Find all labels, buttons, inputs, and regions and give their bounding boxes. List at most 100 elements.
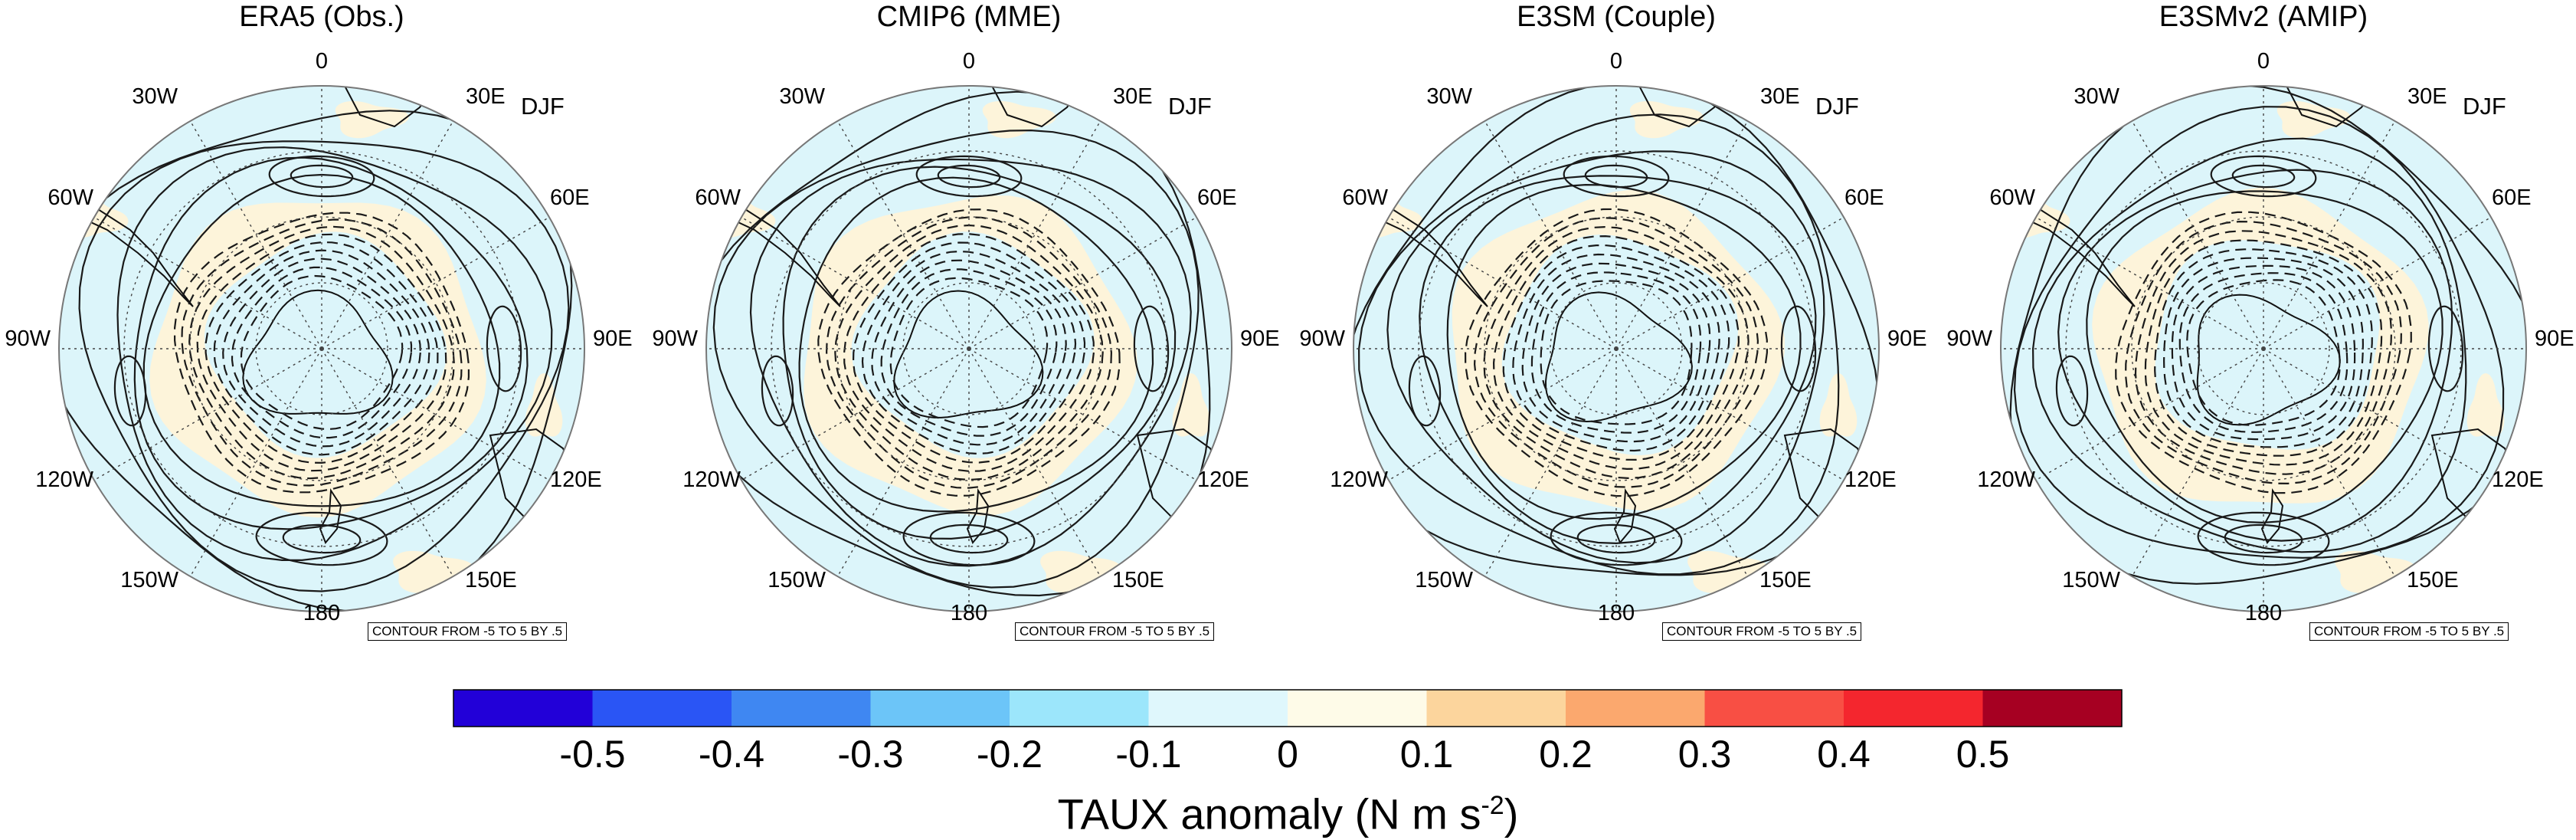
longitude-label: 150E: [1759, 568, 1812, 592]
longitude-label: 0: [2257, 49, 2270, 74]
longitude-label: 150W: [1415, 568, 1473, 592]
longitude-label: 60W: [695, 185, 741, 210]
graticule: [59, 86, 584, 612]
season-label: DJF: [1815, 93, 1859, 120]
longitude-label: 60W: [1342, 185, 1388, 210]
map-border: [2000, 85, 2527, 612]
longitude-label: 0: [962, 49, 976, 74]
map-panel-1: ERA5 (Obs.) 0 30E 60E 90E 120E 150E 180 150W 120W…: [0, 0, 643, 644]
longitude-label: 120E: [550, 468, 602, 492]
longitude-label: 0: [315, 49, 329, 74]
longitude-label: 30E: [1760, 84, 1800, 109]
colorbar-segment: [1982, 690, 2123, 727]
longitude-label: 150E: [465, 568, 517, 592]
longitude-label: 120W: [1330, 468, 1388, 492]
map-panel-3: E3SM (Couple) 0 30E 60E 90E 120E 150E 180 150W 12…: [1295, 0, 1938, 644]
longitude-label: 180: [303, 601, 341, 625]
contour-info-box: CONTOUR FROM -5 TO 5 BY .5: [2309, 622, 2509, 641]
polar-stereographic-map: [1353, 85, 1880, 612]
longitude-label: 30W: [132, 84, 178, 109]
longitude-label: 90E: [1240, 326, 1280, 351]
longitude-label: 180: [950, 601, 988, 625]
colorbar-tick-label: 0.4: [1817, 733, 1871, 776]
longitude-label: 60E: [550, 185, 590, 210]
map-panel-2: CMIP6 (MME) 0 30E 60E 90E 120E 150E 180 150W 120W…: [647, 0, 1291, 644]
colorbar-tick-label: -0.3: [837, 733, 904, 776]
longitude-label: 120E: [1197, 468, 1249, 492]
longitude-label: 90E: [2535, 326, 2574, 351]
antarctica-coastline: [2196, 294, 2341, 426]
longitude-label: 120W: [35, 468, 93, 492]
graticule: [2001, 86, 2526, 612]
polar-stereographic-map: [2000, 85, 2527, 612]
longitude-label: 30W: [779, 84, 825, 109]
longitude-label: 60W: [47, 185, 93, 210]
contour-info-box: CONTOUR FROM -5 TO 5 BY .5: [1015, 622, 1215, 641]
longitude-label: 30E: [2407, 84, 2447, 109]
contour-lines: [1353, 86, 1879, 576]
colorbar-tick-label: 0.1: [1399, 733, 1454, 776]
colorbar-segment: [1148, 690, 1288, 727]
longitude-label: 150W: [768, 568, 826, 592]
panel-title: CMIP6 (MME): [876, 1, 1062, 33]
colorbar-tick-label: -0.5: [559, 733, 626, 776]
longitude-label: 120W: [1977, 468, 2035, 492]
graticule: [1353, 86, 1879, 612]
longitude-label: 90E: [1887, 326, 1927, 351]
longitude-label: 90W: [1299, 326, 1345, 351]
longitude-label: 90W: [652, 326, 698, 351]
colorbar-segment: [1844, 690, 1983, 727]
longitude-label: 30W: [2074, 84, 2119, 109]
graticule: [706, 86, 1232, 612]
panel-title: E3SMv2 (AMIP): [2159, 1, 2368, 33]
colorbar-segment: [1426, 690, 1566, 727]
longitude-label: 0: [1609, 49, 1623, 74]
season-label: DJF: [1168, 93, 1212, 120]
longitude-label: 30E: [466, 84, 506, 109]
longitude-label: 60W: [1989, 185, 2035, 210]
longitude-label: 150E: [2407, 568, 2459, 592]
longitude-label: 90W: [5, 326, 51, 351]
colorbar-tick-label: 0.2: [1539, 733, 1592, 776]
longitude-label: 150W: [2062, 568, 2120, 592]
contour-info-box: CONTOUR FROM -5 TO 5 BY .5: [368, 622, 568, 641]
colorbar-segment: [1288, 690, 1427, 727]
map-border: [705, 85, 1232, 612]
season-label: DJF: [2463, 93, 2506, 120]
colorbar-tick-label: -0.1: [1115, 733, 1182, 776]
longitude-label: 120W: [682, 468, 741, 492]
colorbar-segment: [1704, 690, 1844, 727]
colorbar-segment: [1010, 690, 1149, 727]
colorbar-tick-label: -0.4: [698, 733, 765, 776]
colorbar-segment: [592, 690, 732, 727]
longitude-label: 90W: [1946, 326, 1992, 351]
map-border: [1353, 85, 1880, 612]
longitude-label: 60E: [1197, 185, 1237, 210]
antarctica-coastline: [1544, 291, 1693, 423]
longitude-label: 30E: [1113, 84, 1153, 109]
polar-stereographic-map: [58, 85, 585, 612]
colorbar-title: TAUX anomaly (N m s-2): [1057, 789, 1519, 838]
longitude-label: 180: [1597, 601, 1635, 625]
longitude-label: 60E: [1844, 185, 1884, 210]
contour-info-box: CONTOUR FROM -5 TO 5 BY .5: [1662, 622, 1862, 641]
longitude-label: 150W: [120, 568, 178, 592]
colorbar-segment: [732, 690, 871, 727]
longitude-label: 120E: [2492, 468, 2544, 492]
colorbar-tick-label: 0.5: [1956, 733, 2010, 776]
longitude-label: 30W: [1426, 84, 1472, 109]
antarctica-coastline: [242, 289, 394, 415]
season-label: DJF: [521, 93, 565, 120]
colorbar-segment: [870, 690, 1010, 727]
colorbar-segment: [453, 690, 593, 727]
colorbar-tick-label: -0.2: [976, 733, 1043, 776]
longitude-label: 120E: [1844, 468, 1897, 492]
longitude-label: 90E: [593, 326, 633, 351]
longitude-label: 60E: [2492, 185, 2532, 210]
colorbar-tick-label: 0.3: [1678, 733, 1732, 776]
colorbar-segment: [1566, 690, 1705, 727]
new-zealand-coastline: [2260, 487, 2284, 544]
map-border: [58, 85, 585, 612]
panel-title: E3SM (Couple): [1517, 1, 1716, 33]
longitude-label: 150E: [1112, 568, 1164, 592]
